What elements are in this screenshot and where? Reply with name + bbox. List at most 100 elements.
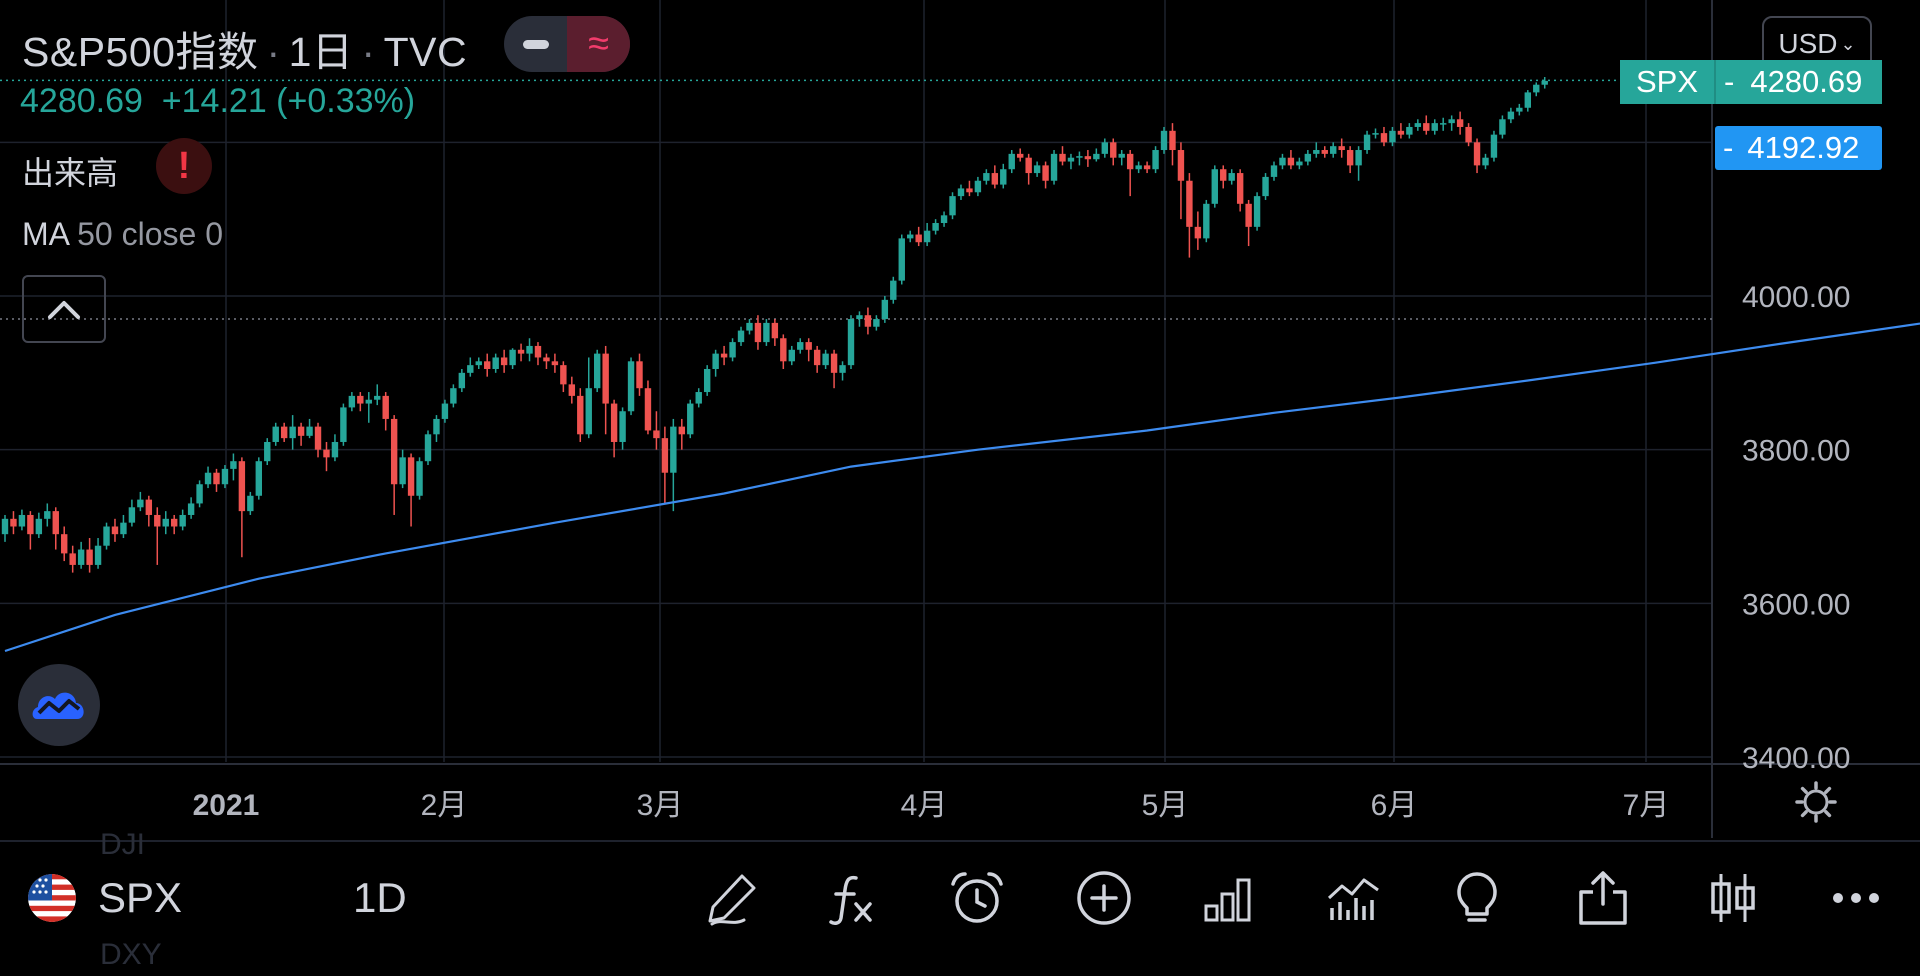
plus-circle-icon[interactable]: [1074, 868, 1134, 928]
minus-icon[interactable]: [504, 16, 567, 72]
candle: [1541, 77, 1548, 89]
candle: [1279, 153, 1286, 170]
candle: [695, 388, 702, 408]
pencil-icon[interactable]: [702, 868, 762, 928]
candle: [1440, 117, 1447, 131]
candle: [1126, 150, 1134, 197]
candle: [18, 509, 26, 531]
candle: [983, 169, 990, 185]
wave-icon[interactable]: ≈: [567, 16, 630, 72]
more-icon[interactable]: [1826, 868, 1886, 928]
candle: [771, 319, 779, 346]
candle: [94, 538, 102, 569]
y-tick-label: 3800.00: [1742, 435, 1850, 468]
candle: [923, 223, 931, 247]
y-tick-label: 3600.00: [1742, 588, 1850, 621]
x-tick-label: 2月: [421, 789, 468, 822]
candle: [1160, 126, 1168, 154]
candle: [1143, 161, 1151, 174]
candle: [1118, 150, 1125, 166]
candle: [450, 384, 457, 408]
symbol-selector[interactable]: SPX: [28, 842, 182, 954]
candle: [813, 345, 821, 373]
tradingview-logo-button[interactable]: [18, 664, 100, 746]
candle: [137, 491, 144, 512]
x-tick-label: 2021: [193, 789, 260, 822]
candle: [484, 353, 491, 377]
candle: [890, 276, 897, 304]
candle: [1253, 192, 1261, 231]
candle: [830, 349, 838, 389]
gear-icon[interactable]: [1795, 781, 1837, 823]
candle: [348, 392, 356, 412]
collapse-legend-button[interactable]: [22, 275, 106, 343]
candle: [1245, 199, 1252, 247]
x-axis: 2021 2月 3月 4月 5月 6月 7月: [193, 781, 1837, 823]
y-tick-label: 3400.00: [1742, 742, 1850, 775]
candle: [433, 415, 440, 442]
bottom-symbol-label: SPX: [98, 874, 183, 921]
candle: [1414, 119, 1422, 131]
candle: [509, 348, 516, 369]
timeframe-selector[interactable]: 1D: [353, 842, 407, 954]
function-icon[interactable]: [822, 868, 882, 928]
candle: [737, 326, 745, 346]
candle: [467, 357, 474, 377]
candle: [297, 422, 305, 446]
candle: [585, 357, 592, 439]
candlestick-icon[interactable]: [1703, 868, 1763, 928]
candle: [797, 338, 804, 354]
candle: [949, 192, 956, 220]
candle: [1456, 111, 1464, 135]
chart-mode-toggle[interactable]: ≈: [504, 16, 630, 72]
candle: [543, 353, 550, 369]
ma-legend[interactable]: MA 50 close 0: [22, 216, 223, 253]
share-icon[interactable]: [1573, 868, 1633, 928]
y-axis: 3400.00 3600.00 3800.00 4000.00: [1742, 281, 1850, 775]
candle: [1389, 126, 1396, 147]
candle: [966, 180, 973, 197]
interval-label[interactable]: 1日: [288, 29, 354, 75]
alarm-clock-icon[interactable]: [947, 868, 1007, 928]
candle: [1499, 115, 1506, 139]
candle: [323, 441, 330, 472]
ma-price-label: 4192.92: [1747, 130, 1860, 165]
candle: [1516, 103, 1523, 116]
symbol-name: S&P500指数: [22, 29, 259, 75]
candle: [238, 457, 246, 558]
candle: [221, 465, 229, 489]
candle: [1330, 142, 1337, 158]
grid: [0, 0, 1920, 838]
indicators-icon[interactable]: [1324, 868, 1384, 928]
candle: [636, 353, 643, 396]
symbol-title[interactable]: S&P500指数 · 1日 · TVC: [22, 18, 467, 78]
candle: [44, 503, 51, 527]
candle: [1473, 138, 1481, 174]
candle: [61, 526, 68, 562]
candle: [1313, 142, 1320, 158]
candle: [1008, 150, 1015, 174]
chevron-up-icon: [48, 301, 80, 319]
candle: [1101, 138, 1108, 158]
candle: [1033, 161, 1041, 177]
candle: [1296, 157, 1303, 170]
lightbulb-icon[interactable]: [1447, 868, 1507, 928]
volume-label[interactable]: 出来高: [22, 155, 119, 191]
candle: [77, 541, 85, 569]
bar-chart-icon[interactable]: [1198, 868, 1258, 928]
candle: [264, 438, 271, 466]
candle: [1338, 138, 1345, 158]
candle: [687, 399, 694, 439]
chevron-down-icon: ⌄: [1840, 33, 1856, 54]
ghost-symbol-below: DXY: [100, 938, 162, 971]
candle: [898, 234, 905, 285]
candle: [171, 514, 178, 535]
candle: [1397, 123, 1405, 139]
candle: [1084, 150, 1092, 167]
candle: [86, 538, 93, 573]
candle: [873, 315, 880, 331]
warning-icon[interactable]: !: [156, 138, 212, 194]
candle: [517, 343, 525, 362]
candle: [103, 522, 110, 550]
